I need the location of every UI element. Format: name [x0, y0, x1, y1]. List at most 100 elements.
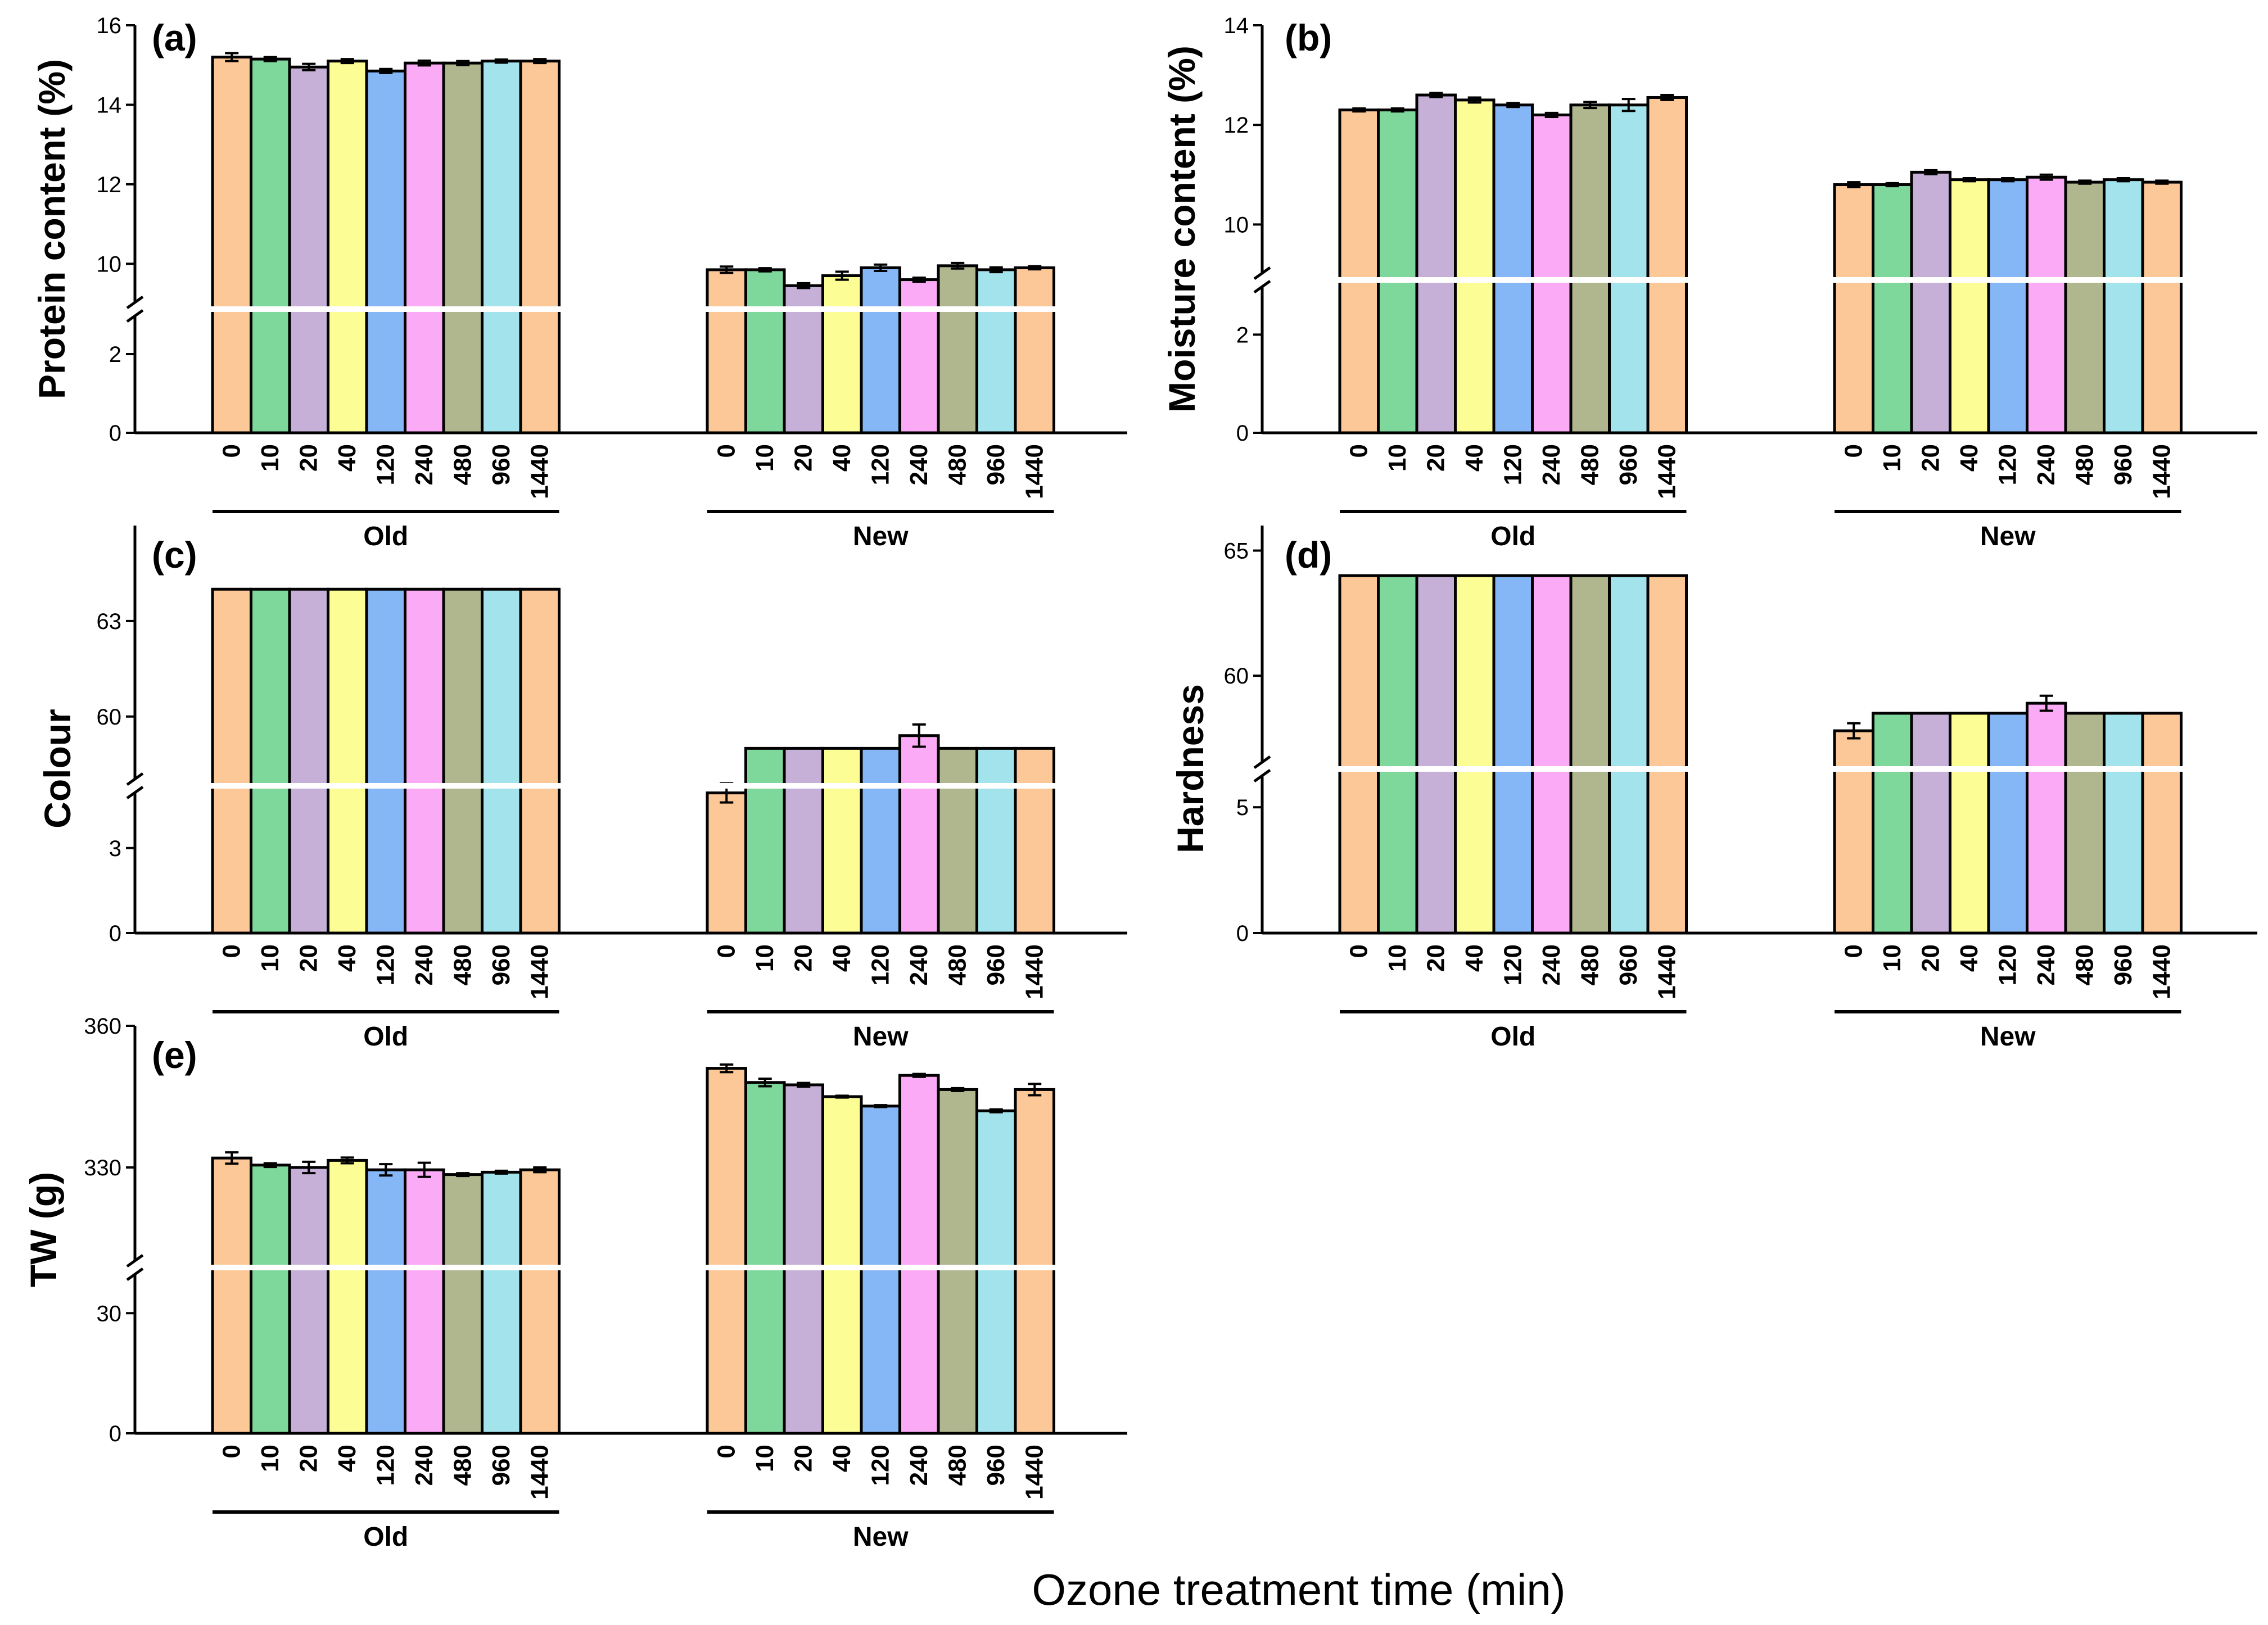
panel-label: (d) — [1285, 534, 1332, 576]
category-label: 960 — [982, 944, 1010, 985]
category-label: 10 — [1878, 444, 1906, 472]
bar-1440-old — [1646, 574, 1688, 935]
bar-240-old — [404, 1168, 445, 1435]
bar-240-old — [1531, 113, 1573, 434]
bar-20-new — [1910, 712, 1951, 935]
bar-480-new — [937, 1088, 978, 1435]
bar-480-old — [1569, 103, 1611, 434]
category-label: 960 — [1615, 944, 1642, 985]
category-label: 10 — [751, 944, 779, 972]
y-tick-label: 14 — [1224, 13, 1249, 38]
category-label: 0 — [712, 444, 740, 458]
bar-120-new — [860, 746, 901, 935]
category-label: 960 — [2109, 444, 2137, 485]
y-axis-label: TW (g) — [22, 1172, 64, 1287]
axis-break-mark — [1253, 755, 1271, 770]
bar-10-old — [1377, 108, 1418, 434]
bar-120-old — [365, 587, 406, 935]
y-axis-label: Colour — [37, 709, 78, 829]
category-label: 240 — [905, 944, 933, 985]
y-tick-label: 14 — [97, 93, 122, 117]
category-label: 10 — [256, 1445, 284, 1472]
category-label: 40 — [333, 444, 361, 472]
category-label: 40 — [1461, 944, 1488, 972]
axis-break-band — [132, 306, 1127, 312]
category-label: 1440 — [526, 444, 553, 499]
bar-10-new — [1872, 712, 1913, 935]
bar-0-old — [1338, 108, 1380, 434]
bar-1440-new — [2141, 712, 2183, 935]
bar-0-old — [1338, 574, 1380, 935]
category-label: 1440 — [1653, 444, 1680, 499]
category-label: 960 — [2109, 944, 2137, 985]
y-tick-label: 330 — [84, 1156, 121, 1180]
category-label: 20 — [789, 1445, 817, 1472]
bar-40-old — [327, 1158, 368, 1435]
axis-break-mark — [126, 309, 144, 323]
bar-960-old — [1608, 103, 1650, 434]
bar-40-old — [1454, 98, 1496, 434]
bar-40-new — [821, 746, 863, 935]
bar-1440-new — [1014, 746, 1055, 935]
category-label: 120 — [866, 1445, 894, 1486]
category-label: 20 — [295, 1445, 322, 1472]
bar-120-old — [1492, 103, 1534, 434]
axis-break-mark — [126, 785, 144, 800]
bar-1440-new — [2141, 180, 2183, 434]
group-label: New — [853, 1522, 909, 1552]
bar-240-old — [1531, 574, 1573, 935]
category-label: 480 — [943, 1445, 971, 1486]
group-label: Old — [363, 1022, 408, 1052]
category-label: 240 — [410, 944, 438, 985]
category-label: 20 — [1422, 944, 1449, 972]
bar-1440-new — [1014, 1088, 1055, 1435]
bar-0-new — [706, 268, 747, 434]
axis-break-band — [1259, 766, 2257, 772]
group-label: New — [853, 522, 909, 551]
category-label: 1440 — [526, 944, 553, 999]
y-tick-label: 10 — [1224, 212, 1249, 237]
y-tick-label: 65 — [1224, 539, 1249, 564]
category-label: 120 — [372, 1445, 399, 1486]
bar-20-old — [288, 1166, 329, 1435]
group-label: Old — [363, 522, 408, 551]
bar-960-old — [1608, 574, 1650, 935]
category-label: 0 — [712, 1445, 740, 1458]
group-label: Old — [1490, 522, 1535, 551]
category-label: 10 — [751, 1445, 779, 1472]
axis-break-mark — [1253, 266, 1271, 280]
category-label: 480 — [943, 944, 971, 985]
category-label: 20 — [789, 944, 817, 972]
bar-480-new — [937, 264, 978, 434]
bar-960-old — [481, 60, 522, 434]
category-label: 0 — [712, 944, 740, 958]
group-label: New — [1980, 522, 2036, 551]
category-label: 120 — [372, 944, 399, 985]
bar-10-old — [1377, 574, 1418, 935]
category-label: 20 — [789, 444, 817, 472]
bar-20-old — [1415, 93, 1457, 434]
bar-10-new — [744, 1081, 786, 1435]
panel-label: (c) — [152, 534, 197, 576]
panel-label: (e) — [152, 1034, 197, 1076]
category-label: 20 — [1422, 444, 1449, 472]
category-label: 10 — [256, 444, 284, 472]
panel-b: 0 2 10 12 14 Moisture content (%) (b) 0 10 20 40 12… — [1161, 13, 2257, 551]
bar-960-new — [2103, 178, 2144, 434]
y-tick-label: 12 — [1224, 113, 1249, 138]
bar-20-old — [288, 65, 329, 434]
category-label: 480 — [449, 444, 476, 485]
group-label: Old — [1490, 1022, 1535, 1052]
y-tick-label: 0 — [1236, 921, 1249, 946]
category-label: 0 — [1840, 444, 1867, 458]
category-label: 960 — [1615, 444, 1642, 485]
bar-480-old — [442, 61, 484, 434]
category-label: 0 — [218, 1445, 245, 1458]
bar-120-old — [365, 1168, 406, 1435]
category-label: 120 — [1499, 944, 1526, 985]
panel-d: 0 5 60 65 Hardness (d) 0 10 20 40 120 240 480 960 1440… — [1169, 526, 2257, 1052]
y-tick-label: 3 — [109, 836, 121, 861]
category-label: 1440 — [1020, 444, 1048, 499]
